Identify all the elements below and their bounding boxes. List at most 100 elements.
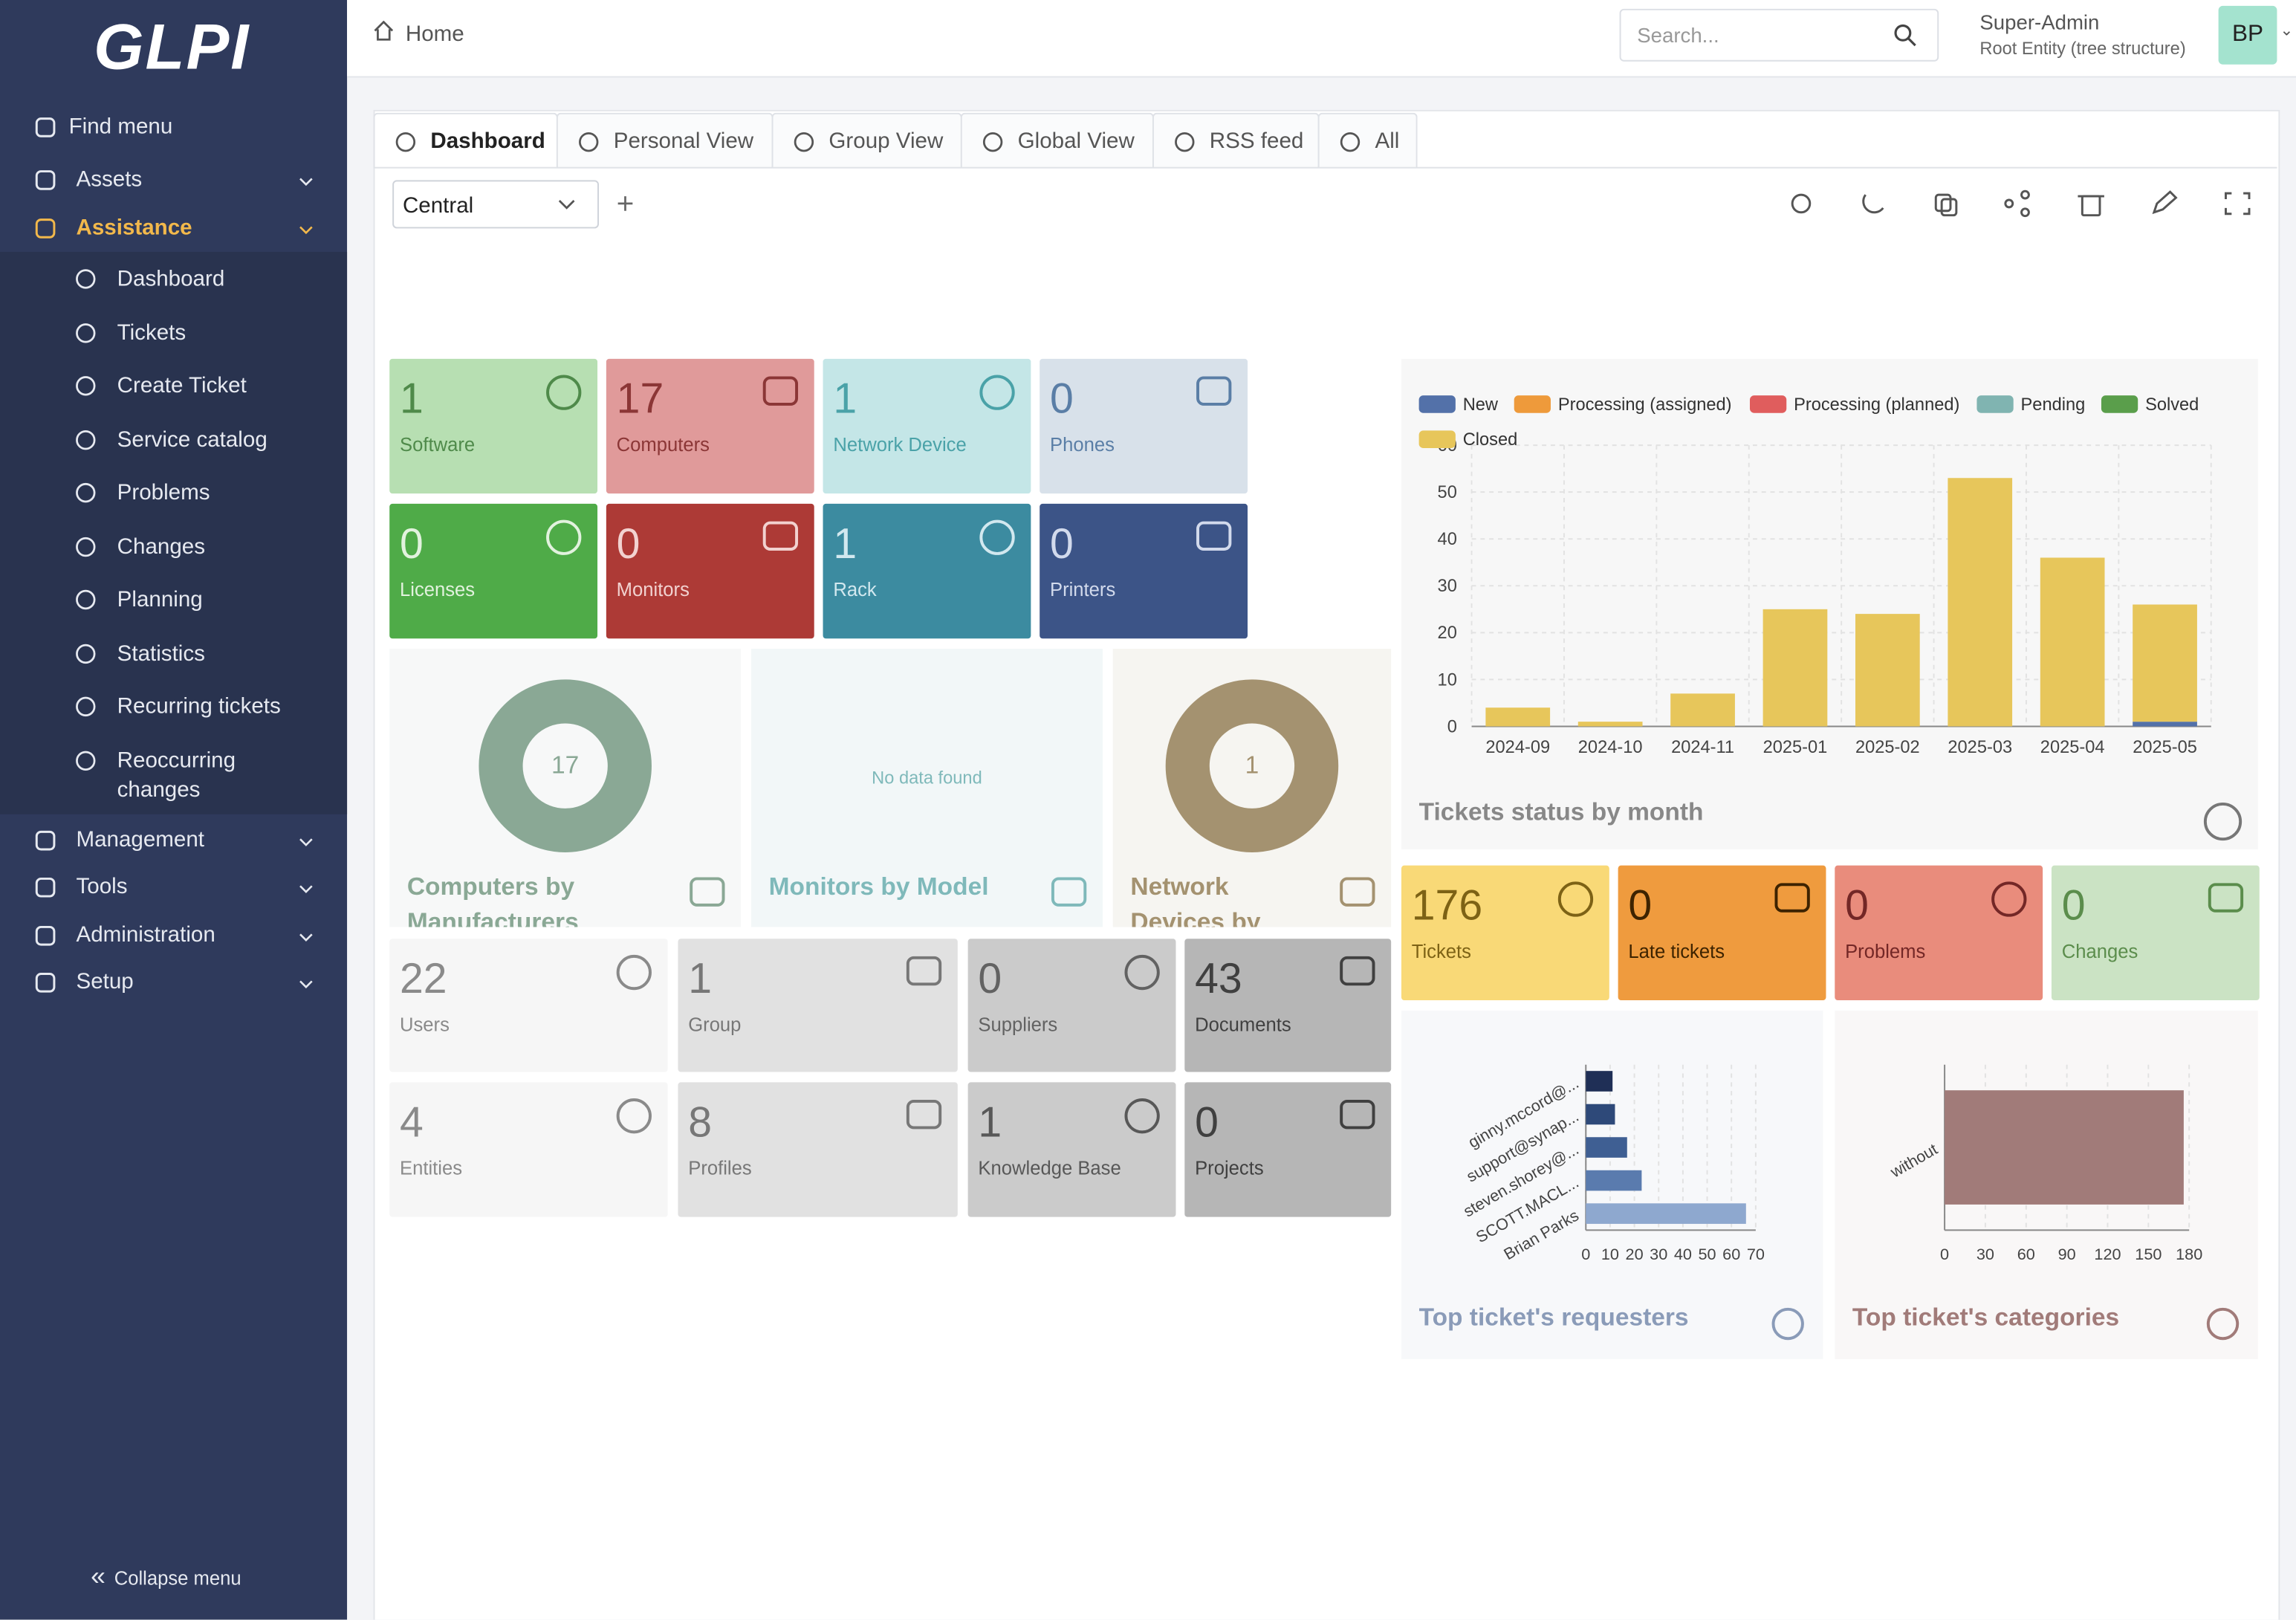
icon-shape: [1124, 1098, 1160, 1134]
counter-tile[interactable]: 8 Profiles: [678, 1082, 958, 1217]
tile-label: Phones: [1049, 433, 1115, 456]
tab[interactable]: All: [1317, 112, 1418, 169]
chart-title: Top ticket's categories: [1852, 1303, 2119, 1331]
submenu-item[interactable]: Dashboard: [117, 266, 225, 292]
icon-part: [1340, 132, 1361, 152]
counter-tile[interactable]: 0 Changes: [2051, 865, 2260, 1000]
tile-value: 0: [1628, 883, 1653, 930]
counter-tile[interactable]: 0 Printers: [1040, 503, 1248, 639]
icon-part: [762, 376, 799, 406]
select-value: Central: [402, 193, 474, 218]
submenu-item[interactable]: Create Ticket: [117, 373, 247, 399]
avatar[interactable]: BP: [2218, 5, 2277, 65]
counter-tile[interactable]: 22 Users: [389, 939, 668, 1072]
x-tick-label: 60: [2017, 1245, 2035, 1263]
bar-segment: [1855, 614, 1920, 727]
collapse-menu[interactable]: «Collapse menu: [91, 1561, 241, 1591]
collapse-label: Collapse menu: [114, 1566, 241, 1590]
legend-swatch: [1418, 430, 1456, 449]
tile-label: Computers: [616, 433, 710, 456]
menu-icon: [35, 973, 56, 993]
icon-part: [616, 954, 652, 991]
add-dashboard[interactable]: [617, 195, 635, 213]
counter-tile[interactable]: 0 Monitors: [606, 503, 814, 639]
icon: [690, 877, 725, 907]
icon-shape: [616, 954, 652, 991]
counter-tile[interactable]: 0 Suppliers: [967, 939, 1176, 1072]
select-caret: [558, 200, 575, 210]
menu-item-label[interactable]: Assets: [76, 166, 143, 192]
legend-swatch: [1976, 395, 2014, 413]
counter-tile[interactable]: 0 Phones: [1040, 358, 1248, 494]
entity-name[interactable]: Root Entity (tree structure): [1979, 38, 2186, 59]
y-tick-label: 50: [1438, 483, 1457, 502]
counter-tile[interactable]: 1 Network Device: [823, 358, 1031, 494]
search-box[interactable]: Search...: [1619, 8, 1939, 62]
icon-part: [1340, 877, 1375, 907]
menu-item-label[interactable]: Administration: [76, 922, 215, 948]
submenu-item[interactable]: Changes: [117, 534, 205, 560]
icon-shape: [1196, 376, 1232, 406]
menu-item-label[interactable]: Management: [76, 827, 205, 852]
tab[interactable]: Group View: [771, 112, 962, 169]
submenu-item[interactable]: Service catalog: [117, 427, 267, 453]
submenu-item[interactable]: Tickets: [117, 320, 187, 346]
counter-tile[interactable]: 17 Computers: [606, 358, 814, 494]
counter-tile[interactable]: 1 Rack: [823, 503, 1031, 639]
legend-swatch: [1418, 395, 1456, 413]
share-icon[interactable]: [2004, 198, 2014, 209]
icon: [1774, 883, 1810, 913]
x-tick-label: 2025-05: [2133, 738, 2197, 757]
icon-part: [35, 218, 56, 239]
menu-item-label[interactable]: Assistance: [76, 215, 192, 241]
counter-tile[interactable]: 0 Late tickets: [1618, 865, 1826, 1000]
chart-title: Top ticket's requesters: [1419, 1303, 1689, 1331]
menu-caret: [299, 885, 313, 893]
bar-segment: [2133, 604, 2197, 722]
submenu-item[interactable]: Recurring tickets: [117, 694, 281, 719]
fullscreen-icon[interactable]: [2224, 192, 2251, 216]
menu-item-label[interactable]: Find menu: [68, 114, 173, 140]
icon-shape: [1991, 881, 2027, 917]
menu-caret: [299, 838, 313, 846]
dashboard-select[interactable]: Central: [392, 180, 600, 229]
icon: [616, 1098, 652, 1134]
tab[interactable]: RSS feed: [1152, 112, 1320, 169]
tile-label: Tickets: [1411, 940, 1471, 962]
icon-part: [76, 323, 96, 343]
icon: [1340, 877, 1375, 907]
tile-value: 0: [1845, 883, 1869, 930]
menu-item-label[interactable]: Tools: [76, 874, 128, 900]
donut-card: 17 Computers by Manufacturers: [389, 649, 742, 927]
counter-tile[interactable]: 1 Software: [389, 358, 598, 494]
menu-item-label[interactable]: Setup: [76, 969, 134, 995]
x-tick-label: 2025-04: [2040, 738, 2105, 757]
counter-tile[interactable]: 43 Documents: [1184, 939, 1392, 1072]
counter-tile[interactable]: 4 Entities: [389, 1082, 668, 1217]
user-name[interactable]: Super-Admin: [1979, 10, 2100, 34]
icon-shape: [762, 376, 799, 406]
icon-part: [76, 696, 96, 717]
search-placeholder: Search...: [1637, 23, 1719, 48]
refresh-icon[interactable]: [1791, 193, 1812, 214]
counter-tile[interactable]: 176 Tickets: [1401, 865, 1609, 1000]
donut-card: 1 Network Devices by: [1112, 649, 1392, 927]
counter-tile[interactable]: 1 Group: [678, 939, 958, 1072]
breadcrumb[interactable]: Home: [405, 22, 464, 48]
submenu-item[interactable]: Planning: [117, 587, 203, 612]
submenu-item[interactable]: Reoccurring changes: [117, 748, 236, 803]
counter-tile[interactable]: 1 Knowledge Base: [967, 1082, 1176, 1217]
icon-part: [579, 132, 599, 152]
submenu-item[interactable]: Statistics: [117, 641, 205, 667]
night-icon[interactable]: [1862, 194, 1884, 214]
logo[interactable]: GLPI: [94, 11, 250, 84]
counter-tile[interactable]: 0 Licenses: [389, 503, 598, 639]
donut-slice: [1165, 679, 1339, 852]
counter-tile[interactable]: 0 Problems: [1835, 865, 2043, 1000]
submenu-item[interactable]: Problems: [117, 480, 210, 505]
edit-icon[interactable]: [2152, 190, 2178, 215]
legend-label: Processing (planned): [1794, 395, 1959, 415]
tab[interactable]: Global View: [960, 112, 1154, 169]
counter-tile[interactable]: 0 Projects: [1184, 1082, 1392, 1217]
clone-icon[interactable]: [1934, 193, 1952, 213]
